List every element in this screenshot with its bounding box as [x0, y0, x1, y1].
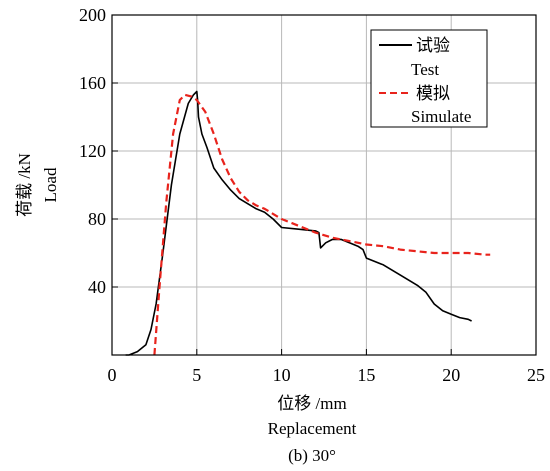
legend-box: [370, 29, 488, 128]
x-tick-label: 20: [442, 365, 460, 385]
ticks: [111, 14, 537, 355]
x-axis-title: 位移 /mm: [277, 394, 346, 413]
y-axis-title-en: Load: [41, 167, 60, 202]
y-tick-label: 200: [79, 5, 106, 25]
figure-caption: (b) 30°: [288, 446, 336, 465]
series-layer: [125, 90, 491, 356]
x-tick-label: 15: [357, 365, 375, 385]
x-tick-label: 5: [192, 365, 201, 385]
legend-label-simulate: 模拟: [416, 84, 450, 103]
y-tick-label: 160: [79, 73, 106, 93]
x-tick-label: 0: [108, 365, 117, 385]
y-tick-label: 40: [88, 277, 106, 297]
y-tick-label: 120: [79, 141, 106, 161]
x-tick-label: 10: [273, 365, 291, 385]
legend: 试验 Test 模拟 Simulate: [370, 29, 488, 128]
legend-label-test: 试验: [416, 36, 450, 55]
plot-frame: [111, 14, 537, 356]
series-line-simulate: [153, 93, 491, 356]
y-tick-label: 80: [88, 209, 106, 229]
legend-label-test-en: Test: [411, 60, 439, 79]
tick-labels: 0 5 10 15 20 25 40 80 120 160 200: [79, 5, 545, 385]
legend-label-simulate-en: Simulate: [411, 107, 471, 126]
y-axis-title: 荷载 /kN: [15, 153, 34, 217]
x-tick-label: 25: [527, 365, 545, 385]
x-axis-title-en: Replacement: [268, 419, 357, 438]
series-line-test: [125, 90, 472, 356]
